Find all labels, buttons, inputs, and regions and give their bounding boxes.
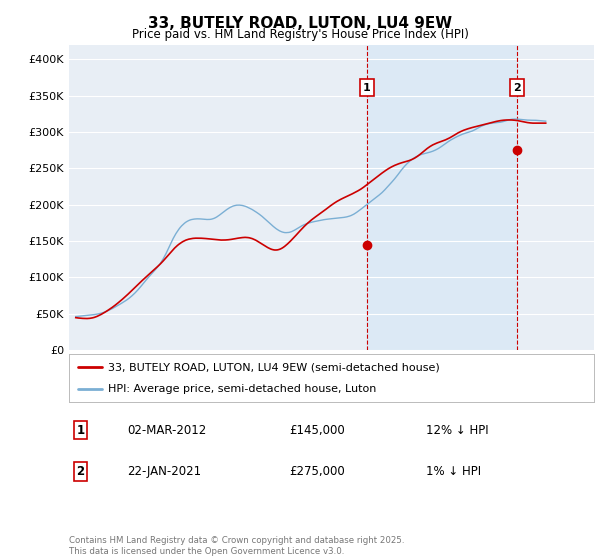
Text: 2: 2	[76, 465, 85, 478]
Text: HPI: Average price, semi-detached house, Luton: HPI: Average price, semi-detached house,…	[109, 384, 377, 394]
Text: 1: 1	[76, 424, 85, 437]
Text: 1: 1	[362, 82, 370, 92]
Text: £145,000: £145,000	[290, 424, 345, 437]
Text: 1% ↓ HPI: 1% ↓ HPI	[426, 465, 481, 478]
Bar	[367, 45, 517, 350]
Text: 12% ↓ HPI: 12% ↓ HPI	[426, 424, 488, 437]
Text: 33, BUTELY ROAD, LUTON, LU4 9EW (semi-detached house): 33, BUTELY ROAD, LUTON, LU4 9EW (semi-de…	[109, 362, 440, 372]
Text: 22-JAN-2021: 22-JAN-2021	[127, 465, 201, 478]
Text: Price paid vs. HM Land Registry's House Price Index (HPI): Price paid vs. HM Land Registry's House …	[131, 28, 469, 41]
Text: 02-MAR-2012: 02-MAR-2012	[127, 424, 206, 437]
Text: 2: 2	[513, 82, 521, 92]
Text: £275,000: £275,000	[290, 465, 345, 478]
Text: 33, BUTELY ROAD, LUTON, LU4 9EW: 33, BUTELY ROAD, LUTON, LU4 9EW	[148, 16, 452, 31]
Text: Contains HM Land Registry data © Crown copyright and database right 2025.
This d: Contains HM Land Registry data © Crown c…	[69, 536, 404, 556]
